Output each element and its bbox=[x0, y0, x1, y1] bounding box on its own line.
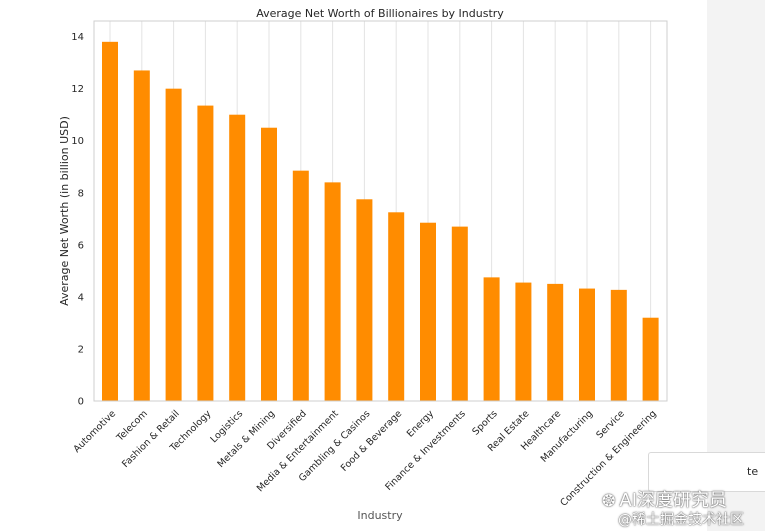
watermark-title: ❂ AI深度研究员 bbox=[602, 486, 727, 512]
y-tick-label: 10 bbox=[71, 136, 84, 147]
watermark-title-text: AI深度研究员 bbox=[619, 490, 728, 511]
bar bbox=[102, 41, 118, 401]
page-margin bbox=[707, 0, 765, 531]
bars bbox=[102, 41, 659, 401]
x-axis-label: Industry bbox=[357, 509, 403, 522]
bar bbox=[515, 282, 532, 401]
x-tick-label: Metals & Mining bbox=[215, 408, 277, 470]
legend-label: te bbox=[747, 465, 759, 478]
gridlines bbox=[109, 21, 652, 401]
bar bbox=[420, 222, 436, 401]
x-tick-label: Automotive bbox=[71, 408, 118, 455]
x-tick-label: Food & Beverage bbox=[339, 408, 405, 474]
y-tick-label: 6 bbox=[78, 240, 84, 251]
y-tick-label: 4 bbox=[78, 292, 84, 303]
chart-title: Average Net Worth of Billionaires by Ind… bbox=[256, 7, 504, 20]
bar bbox=[165, 88, 182, 401]
bar bbox=[261, 127, 277, 401]
y-tick-label: 14 bbox=[71, 32, 84, 43]
wechat-icon: ❂ bbox=[602, 491, 616, 510]
x-tick-label: Energy bbox=[405, 408, 437, 440]
y-tick-label: 8 bbox=[78, 188, 84, 199]
y-tick-label: 2 bbox=[78, 344, 84, 355]
x-tick-label: Fashion & Retail bbox=[120, 408, 182, 470]
plot-frame bbox=[93, 20, 668, 402]
bar bbox=[642, 317, 659, 401]
bar bbox=[610, 289, 627, 401]
watermark-subtitle: @稀土掘金技术社区 bbox=[618, 512, 744, 528]
bar bbox=[451, 226, 468, 401]
bar bbox=[324, 182, 341, 401]
y-axis-label: Average Net Worth (in billion USD) bbox=[58, 116, 71, 306]
bar bbox=[133, 70, 150, 401]
y-ticks: 0 2 4 6 8 10 12 14 bbox=[71, 32, 84, 407]
bar bbox=[356, 199, 373, 401]
bar bbox=[483, 277, 500, 401]
bar bbox=[197, 105, 214, 401]
y-tick-label: 0 bbox=[78, 397, 84, 408]
bar bbox=[579, 288, 595, 401]
x-tick-label: Sports bbox=[470, 408, 499, 437]
bar bbox=[547, 283, 564, 401]
legend-box: te bbox=[648, 452, 765, 492]
bar bbox=[229, 114, 246, 401]
bar bbox=[292, 170, 309, 401]
y-tick-label: 12 bbox=[71, 84, 84, 95]
bar bbox=[388, 212, 405, 401]
